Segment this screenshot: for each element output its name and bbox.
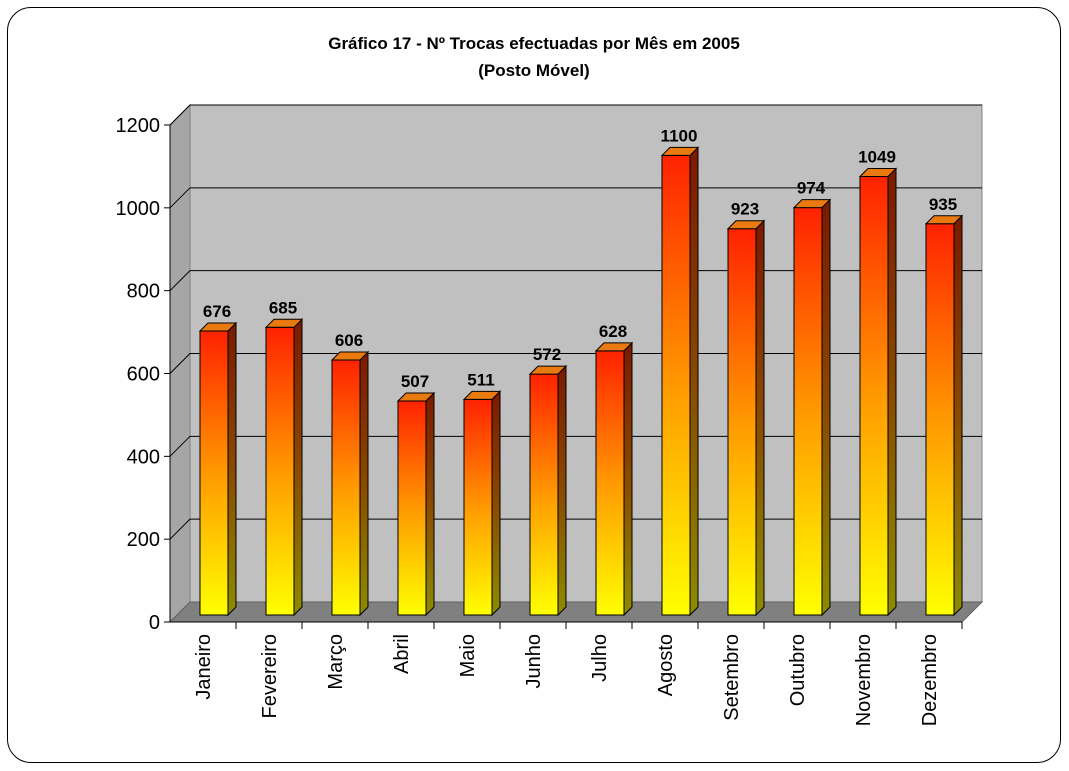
category-label: Fevereiro [259, 634, 281, 718]
bar-side [425, 391, 435, 617]
bar-top [330, 351, 370, 361]
bar-top [594, 342, 634, 352]
y-tick-label: 200 [127, 529, 160, 551]
gridline [169, 187, 982, 209]
bar-side [953, 214, 963, 617]
bar [265, 326, 295, 616]
data-label: 974 [797, 179, 826, 198]
data-label: 685 [269, 298, 297, 317]
bar-side [623, 341, 633, 617]
bar-top [660, 146, 700, 156]
category-label: Março [325, 634, 347, 690]
bar [727, 228, 757, 616]
category-label: Novembro [853, 634, 875, 726]
bar-side [689, 146, 699, 617]
y-tick-label: 0 [149, 612, 160, 634]
bar [463, 398, 493, 616]
gridline [169, 104, 982, 126]
plot-area: 0 200 400 600 800 1000 1200 676 Janeiro 685 Fevere… [116, 103, 984, 726]
data-label: 1049 [858, 148, 896, 167]
category-label: Abril [391, 634, 413, 674]
bar-side [227, 321, 237, 617]
category-label: Maio [457, 634, 479, 677]
data-label: 572 [533, 345, 561, 364]
data-label: 935 [929, 195, 957, 214]
y-tick-label: 1200 [116, 115, 161, 137]
y-tick-label: 400 [127, 446, 160, 468]
y-tick-label: 800 [127, 281, 160, 303]
data-label: 606 [335, 331, 363, 350]
bar-top [726, 220, 766, 230]
chart-title: Gráfico 17 - Nº Trocas efectuadas por Mê… [328, 34, 740, 53]
gridline [169, 518, 982, 540]
bar-top [792, 199, 832, 209]
bar-top [858, 168, 898, 178]
category-label: Janeiro [193, 634, 215, 700]
y-tick-label: 600 [127, 364, 160, 386]
bar [331, 359, 361, 616]
category-label: Junho [523, 634, 545, 689]
bar [661, 154, 691, 616]
bar-side [557, 364, 567, 617]
category-label: Setembro [721, 634, 743, 721]
y-tick-label: 1000 [116, 198, 161, 220]
bar-side [821, 198, 831, 617]
bar-top [528, 365, 568, 375]
bar-side [359, 350, 369, 617]
gridline [169, 353, 982, 374]
bar-side [887, 167, 897, 617]
gridline [169, 435, 982, 457]
bar [859, 176, 889, 616]
data-label: 1100 [661, 126, 698, 145]
bar [793, 207, 823, 616]
bar [925, 223, 955, 616]
data-label: 923 [731, 200, 759, 219]
category-label: Dezembro [919, 634, 941, 726]
data-label: 507 [401, 372, 429, 391]
bar-top [264, 318, 304, 328]
bar-top [396, 392, 436, 402]
chart-subtitle: (Posto Móvel) [478, 61, 589, 80]
data-label: 511 [467, 370, 494, 389]
bar-side [755, 219, 765, 617]
data-label: 676 [203, 302, 231, 321]
gridline [169, 270, 982, 292]
category-label: Outubro [787, 634, 809, 706]
bar-side [491, 390, 501, 617]
bar [595, 350, 625, 616]
bar-top [924, 215, 964, 225]
data-label: 628 [599, 322, 627, 341]
category-label: Agosto [655, 634, 677, 696]
bar [529, 373, 559, 616]
category-label: Julho [589, 634, 611, 682]
bar-side [293, 318, 303, 617]
bar-top [198, 322, 238, 332]
bar [199, 330, 229, 616]
bar [397, 400, 427, 616]
bar-top [462, 390, 502, 400]
